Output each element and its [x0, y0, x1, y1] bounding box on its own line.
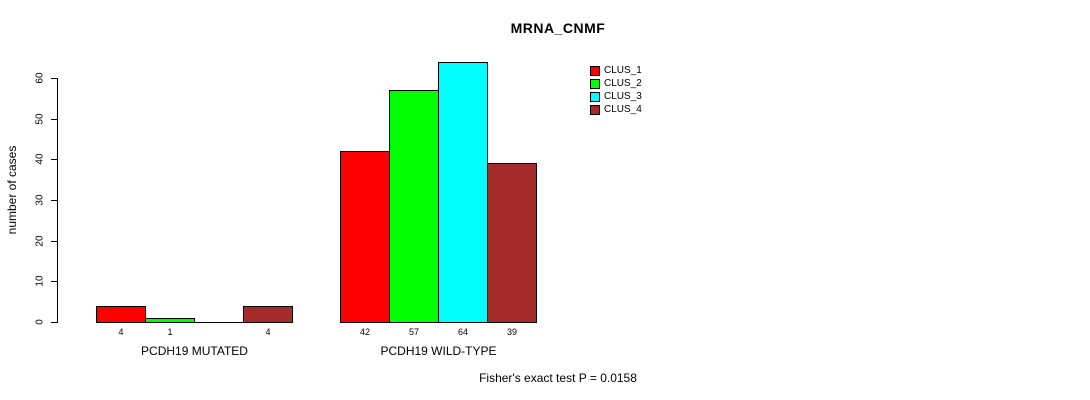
bar-clus-2-pcdh19-mutated	[145, 318, 195, 323]
bar-clus-1-pcdh19-mutated	[96, 306, 146, 323]
bar-clus-3-pcdh19-mutated	[194, 322, 244, 323]
bar-value-label: 42	[359, 327, 370, 337]
bar-value-label: 1	[167, 327, 173, 337]
fisher-test-annotation: Fisher's exact test P = 0.0158	[479, 371, 637, 385]
bar-value-label: 64	[457, 327, 468, 337]
y-axis-tick-label: 50	[34, 113, 46, 125]
legend-swatch-clus-1	[590, 65, 600, 76]
bar-value-label: 4	[265, 327, 271, 337]
y-axis-tick	[51, 241, 57, 242]
y-axis-tick	[51, 200, 57, 201]
legend-swatch-clus-3	[590, 91, 600, 102]
legend-item-clus-2: CLUS_2	[590, 77, 642, 90]
y-axis-tick	[51, 159, 57, 160]
legend-label: CLUS_1	[604, 64, 642, 76]
y-axis-tick-label: 60	[34, 72, 46, 84]
chart-title: MRNA_CNMF	[510, 20, 606, 36]
legend: CLUS_1 CLUS_2 CLUS_3 CLUS_4	[590, 64, 642, 116]
bar-clus-2-pcdh19-wild-type	[389, 90, 439, 323]
group-label-pcdh19-wild-type: PCDH19 WILD-TYPE	[380, 344, 497, 358]
bar-clus-4-pcdh19-mutated	[243, 306, 293, 323]
y-axis-tick-label: 10	[34, 275, 46, 287]
y-axis-tick	[51, 322, 57, 323]
y-axis-tick-label: 20	[34, 235, 46, 247]
bar-value-label: 39	[506, 327, 517, 337]
legend-label: CLUS_2	[604, 77, 642, 89]
y-axis-tick	[51, 119, 57, 120]
y-axis-tick	[51, 281, 57, 282]
legend-swatch-clus-2	[590, 78, 600, 89]
y-axis-tick	[51, 78, 57, 79]
y-axis-tick-label: 0	[34, 319, 46, 325]
group-label-pcdh19-mutated: PCDH19 MUTATED	[141, 344, 248, 358]
legend-label: CLUS_4	[604, 103, 642, 115]
bar-clus-1-pcdh19-wild-type	[340, 151, 390, 323]
bar-clus-3-pcdh19-wild-type	[438, 62, 488, 323]
legend-swatch-clus-4	[590, 104, 600, 115]
legend-item-clus-1: CLUS_1	[590, 64, 642, 77]
y-axis-tick-label: 40	[34, 153, 46, 165]
bar-value-label: 57	[408, 327, 419, 337]
legend-item-clus-4: CLUS_4	[590, 103, 642, 116]
y-axis-tick-label: 30	[34, 194, 46, 206]
y-axis-line	[57, 78, 58, 323]
y-axis-label: number of cases	[5, 145, 19, 235]
bar-value-label: 4	[118, 327, 124, 337]
legend-item-clus-3: CLUS_3	[590, 90, 642, 103]
legend-label: CLUS_3	[604, 90, 642, 102]
bar-clus-4-pcdh19-wild-type	[487, 163, 537, 323]
